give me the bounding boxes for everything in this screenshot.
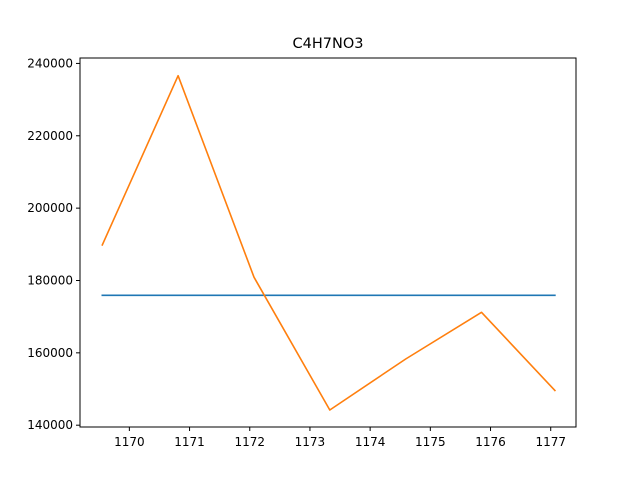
series-line-2 [101,74,557,411]
chart-title: C4H7NO3 [293,36,364,52]
y-tick-label: 140000 [27,418,73,432]
y-tick-label: 180000 [27,273,73,287]
series-layer [101,74,557,411]
y-tick-label: 240000 [27,56,73,70]
x-tick-label: 1171 [174,435,205,449]
y-tick-label: 200000 [27,201,73,215]
x-tick-label: 1175 [415,435,446,449]
x-tick-label: 1172 [234,435,265,449]
plot-area-frame [79,57,577,428]
y-tick-label: 160000 [27,346,73,360]
x-axis: 1170 1171 1172 1173 1174 1175 1176 1177 [114,427,566,449]
y-tick-label: 220000 [27,129,73,143]
x-tick-label: 1177 [535,435,566,449]
x-tick-label: 1174 [355,435,386,449]
x-tick-label: 1173 [295,435,326,449]
x-tick-label: 1176 [475,435,506,449]
x-tick-label: 1170 [114,435,145,449]
y-axis: 140000 160000 180000 200000 220000 240000 [27,56,80,432]
